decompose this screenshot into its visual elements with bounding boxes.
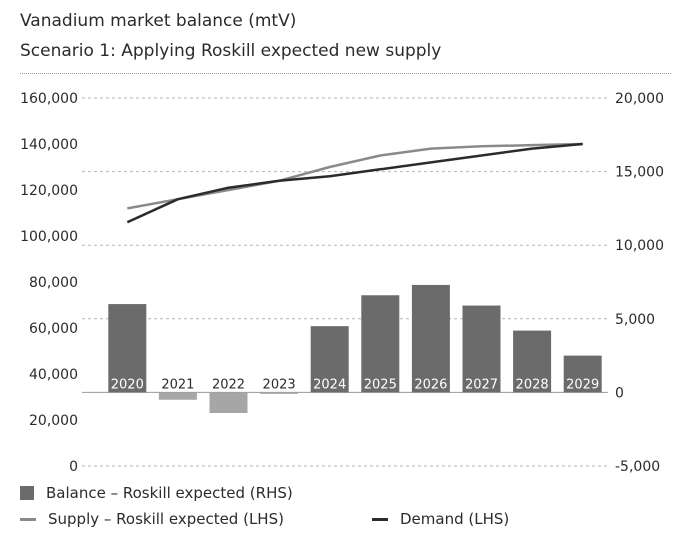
category-labels: 2020 2021 2022 2023 2024 2025 2026 2027 2028 2029 [111,377,599,392]
legend-balance-swatch [20,486,34,500]
balance-bar [563,355,602,393]
right-axis: -5,000 0 5,000 10,000 15,000 20,000 [615,91,664,475]
category-label: 2023 [263,377,296,392]
left-tick-label: 60,000 [29,321,78,337]
legend-balance-label: Balance – Roskill expected (RHS) [46,484,293,502]
category-label: 2024 [313,377,346,392]
balance-bar [361,295,400,393]
balance-bar [513,330,552,393]
category-label: 2022 [212,377,245,392]
supply-line [127,142,583,210]
left-tick-label: 140,000 [20,137,78,153]
legend-supply-swatch [20,517,36,521]
category-label: 2027 [465,377,498,392]
right-tick-label: 10,000 [615,238,664,254]
category-label: 2029 [566,377,599,392]
balance-bar [462,305,501,393]
category-label: 2021 [161,377,194,392]
legend-balance: Balance – Roskill expected (RHS) [20,484,293,502]
balance-bar [108,304,147,393]
legend-demand-swatch [372,517,388,521]
legend-supply-label: Supply – Roskill expected (LHS) [48,510,284,528]
balance-bar [310,326,349,393]
balance-bar [158,392,197,400]
category-label: 2020 [111,377,144,392]
left-tick-label: 40,000 [29,367,78,383]
balance-bar [260,392,299,394]
right-tick-label: 15,000 [615,165,664,181]
left-tick-label: 0 [69,459,78,475]
left-tick-label: 120,000 [20,183,78,199]
category-label: 2028 [516,377,549,392]
right-tick-label: 20,000 [615,91,664,107]
balance-bars [108,284,602,414]
series-lines [126,142,583,224]
chart-title: Vanadium market balance (mtV) [20,11,297,31]
balance-bar [411,284,450,393]
title-separator [20,73,671,74]
category-label: 2025 [364,377,397,392]
left-tick-label: 80,000 [29,275,78,291]
left-tick-label: 100,000 [20,229,78,245]
legend-demand-label: Demand (LHS) [400,510,510,528]
right-tick-label: -5,000 [615,459,660,475]
left-tick-label: 20,000 [29,413,78,429]
right-tick-label: 5,000 [615,312,655,328]
category-label: 2026 [414,377,447,392]
left-axis: 0 20,000 40,000 60,000 80,000 100,000 120,000 1… [20,91,78,475]
legend-demand: Demand (LHS) [372,510,509,528]
right-tick-label: 0 [615,385,624,401]
chart-area: 0 20,000 40,000 60,000 80,000 100,000 120,000 1… [20,91,664,475]
demand-line [126,142,583,224]
chart-subtitle: Scenario 1: Applying Roskill expected ne… [20,41,442,61]
balance-bar [209,392,248,414]
legend-supply: Supply – Roskill expected (LHS) [20,510,284,528]
grid-lines [82,97,608,467]
left-tick-label: 160,000 [20,91,78,107]
